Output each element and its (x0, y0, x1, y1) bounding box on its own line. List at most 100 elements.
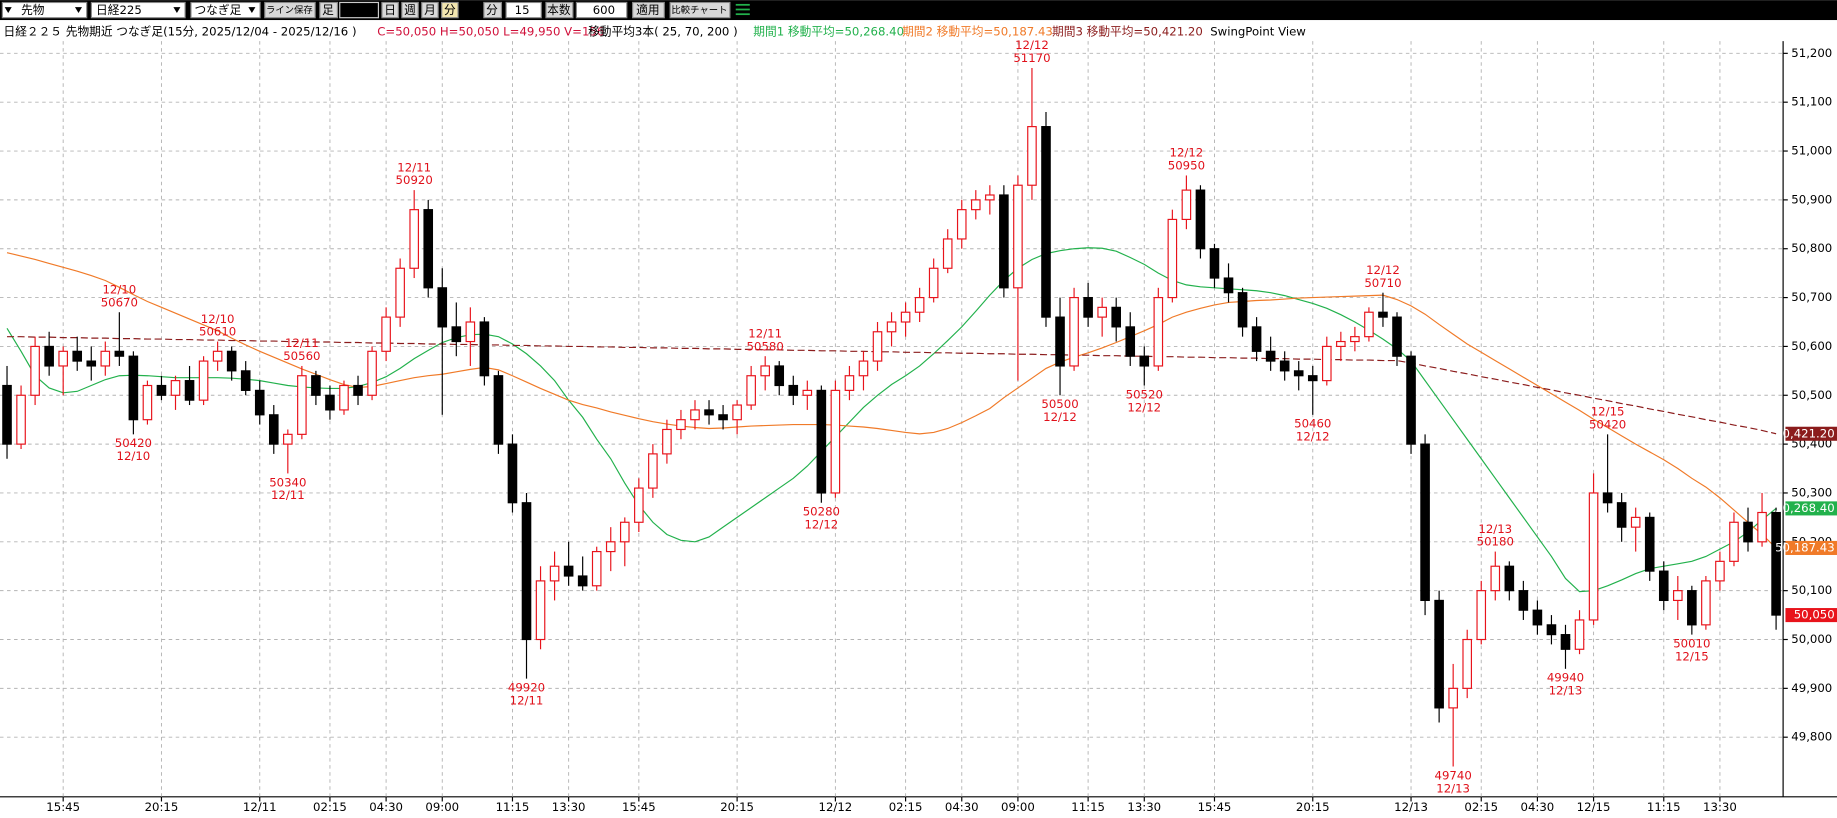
candle-body (142, 384, 153, 421)
candle-body (367, 350, 377, 396)
mode-label: つなぎ足 (194, 3, 241, 17)
swing-price: 50280 (803, 505, 840, 519)
candle-body (802, 389, 813, 396)
candle-body (985, 194, 995, 201)
candle-body (1237, 292, 1248, 328)
candle-body (577, 575, 588, 587)
candle-body (563, 565, 574, 577)
x-tick-label: 04:30 (945, 800, 979, 814)
product-select[interactable] (1, 1, 88, 19)
period-button[interactable] (401, 1, 419, 19)
candle-body (830, 389, 841, 494)
swing-date: 12/12 (1127, 400, 1161, 414)
price-tag (1785, 540, 1837, 555)
mode-select[interactable] (190, 1, 261, 19)
price-tag-label: 50,050 (1794, 608, 1835, 622)
candle-body (240, 370, 251, 391)
candle-body (353, 384, 363, 396)
candle-body (128, 355, 139, 421)
candle-body (226, 350, 237, 372)
candle-body (254, 389, 265, 416)
x-tick-label: 20:15 (720, 800, 754, 814)
x-tick-label: 15:45 (46, 800, 80, 814)
swing-date: 12/13 (1478, 522, 1512, 536)
candle-body (184, 380, 195, 401)
y-tick-label: 49,800 (1791, 730, 1832, 744)
candle-body (1209, 248, 1220, 279)
candle-body (100, 350, 111, 367)
dropdown-icon (173, 7, 181, 14)
swing-price: 50420 (1589, 417, 1626, 431)
swing-date: 12/12 (1366, 263, 1400, 277)
swing-price: 50580 (747, 339, 784, 353)
bar-label-box (319, 1, 338, 19)
candle-body (1265, 350, 1276, 362)
save-button[interactable] (264, 1, 316, 19)
unit-box (483, 1, 503, 19)
candle-body (1055, 316, 1065, 367)
candle-body (1434, 599, 1444, 709)
candle-body (1588, 492, 1599, 621)
candle-body (732, 404, 742, 421)
candle-body (956, 209, 967, 240)
candle-body (1757, 511, 1767, 543)
candle-body (1251, 326, 1262, 352)
candle-body (1504, 565, 1515, 592)
candle-body (493, 375, 504, 445)
compare-button[interactable] (669, 1, 731, 19)
period-label: 分 (444, 3, 456, 17)
swing-price: 51170 (1013, 51, 1050, 65)
swing-date: 12/15 (1675, 649, 1709, 663)
candle-body (30, 345, 40, 396)
candle-body (704, 409, 714, 416)
chart-icon[interactable] (735, 3, 750, 16)
index-select[interactable] (90, 1, 186, 19)
candle-body (1462, 638, 1473, 689)
swing-price: 49940 (1547, 671, 1584, 685)
x-tick-label: 11:15 (1071, 800, 1105, 814)
candle-body (858, 360, 869, 377)
unit-value: 15 (515, 3, 530, 17)
period-label: 月 (424, 3, 436, 17)
candle-body (1560, 634, 1571, 650)
unit-input[interactable] (505, 1, 542, 19)
y-tick-label: 50,000 (1791, 632, 1832, 646)
x-tick-label: 12/12 (819, 800, 853, 814)
candle-body (872, 331, 883, 362)
bar-input[interactable] (339, 1, 379, 19)
swing-price: 50180 (1477, 535, 1514, 549)
candle-body (395, 267, 405, 318)
x-tick-label: 09:00 (425, 800, 459, 814)
apply-button[interactable] (632, 1, 665, 19)
period-button-selected[interactable] (441, 1, 459, 19)
candle-body (746, 375, 756, 406)
x-tick-label: 12/13 (1394, 800, 1428, 814)
candle-body (1687, 590, 1697, 626)
candle-body (1715, 560, 1725, 582)
candle-body (339, 384, 349, 411)
swing-price: 49920 (508, 680, 545, 694)
candle-body (1658, 570, 1669, 602)
swing-price: 50010 (1673, 636, 1710, 650)
period-button[interactable] (381, 1, 399, 19)
legend-entry: 期間1 移動平均=50,268.40 (753, 24, 904, 38)
ohlc-info: C=50,050 H=50,050 L=49,950 V=156 (377, 24, 604, 38)
x-tick-label: 13:30 (1703, 800, 1737, 814)
y-tick-label: 50,600 (1791, 339, 1832, 353)
swing-date: 12/10 (117, 449, 151, 463)
dropdown-icon (4, 7, 12, 14)
count-input[interactable] (575, 1, 628, 19)
candle-body (1476, 590, 1487, 641)
candle-body (1490, 565, 1501, 592)
x-tick-label: 12/11 (243, 800, 277, 814)
candle-body (1378, 311, 1388, 318)
count-value: 600 (593, 3, 615, 17)
x-tick-label: 11:15 (496, 800, 530, 814)
price-tag-label: 50,421.20 (1775, 426, 1835, 440)
unit-label: 分 (486, 3, 498, 17)
swing-price: 50520 (1126, 387, 1163, 401)
candle-body (1307, 375, 1318, 382)
candle-body (1574, 619, 1585, 650)
period-button[interactable] (421, 1, 439, 19)
candle-body (886, 321, 897, 333)
